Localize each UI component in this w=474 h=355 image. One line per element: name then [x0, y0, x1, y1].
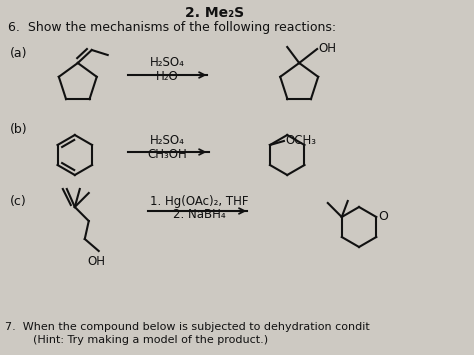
- Text: O: O: [378, 211, 388, 224]
- Text: 6.  Show the mechanisms of the following reactions:: 6. Show the mechanisms of the following …: [8, 21, 336, 34]
- Text: CH₃OH: CH₃OH: [148, 147, 187, 160]
- Text: (b): (b): [10, 123, 27, 136]
- Text: (c): (c): [10, 195, 27, 208]
- Text: 1. Hg(OAc)₂, THF: 1. Hg(OAc)₂, THF: [150, 196, 249, 208]
- Text: (Hint: Try making a model of the product.): (Hint: Try making a model of the product…: [5, 335, 268, 345]
- Text: 7.  When the compound below is subjected to dehydration condit: 7. When the compound below is subjected …: [5, 322, 370, 332]
- Text: H₂O: H₂O: [156, 71, 179, 83]
- Text: OH: OH: [318, 42, 336, 55]
- Text: OCH₃: OCH₃: [285, 133, 316, 147]
- Text: H₂SO₄: H₂SO₄: [150, 56, 185, 70]
- Text: OH: OH: [88, 255, 106, 268]
- Text: 2. Me₂S: 2. Me₂S: [184, 6, 244, 20]
- Text: (a): (a): [10, 47, 27, 60]
- Text: 2. NaBH₄: 2. NaBH₄: [173, 208, 226, 222]
- Text: H₂SO₄: H₂SO₄: [150, 133, 185, 147]
